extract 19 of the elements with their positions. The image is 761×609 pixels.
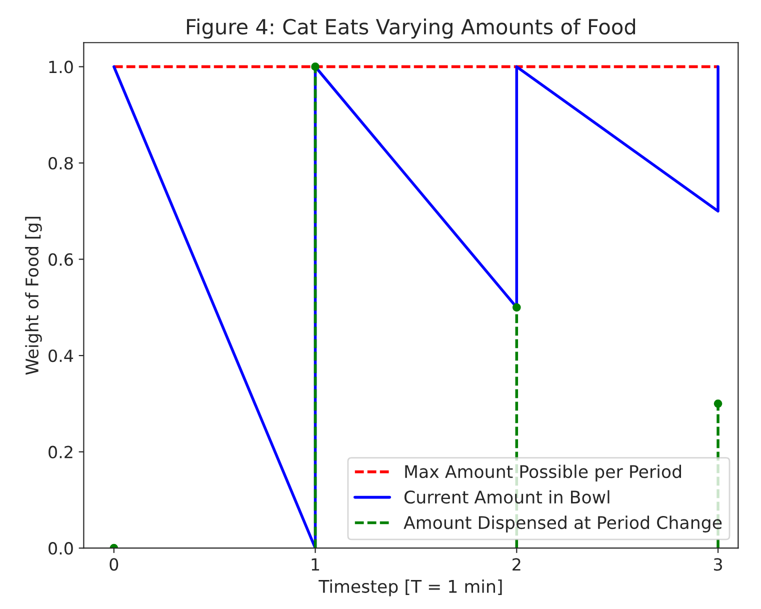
y-tick-label: 0.2 [48, 446, 72, 458]
x-tick-label: 1 [312, 558, 320, 570]
legend-label: Current Amount in Bowl [404, 490, 610, 504]
chart-title: Figure 4: Cat Eats Varying Amounts of Food [187, 18, 636, 39]
x-tick-label: 3 [714, 558, 722, 571]
x-tick-label: 0 [110, 558, 118, 571]
y-tick-label: 1.0 [49, 60, 73, 74]
point [512, 303, 521, 312]
y-tick-label: 0.0 [48, 542, 73, 555]
y-tick-label: 0.6 [48, 253, 73, 266]
y-axis-title: Weight of Food [g] [25, 216, 42, 375]
legend-label: Max Amount Possible per Period [405, 464, 681, 482]
point [714, 400, 722, 408]
x-tick-label: 2 [512, 558, 520, 570]
x-axis-title: Timestep [T = 1 min] [318, 580, 502, 596]
point [311, 62, 320, 71]
y-tick-label: 0.4 [48, 350, 74, 362]
y-tick-label: 0.8 [48, 156, 73, 170]
legend-label: Amount Dispensed at Period Change [404, 516, 722, 532]
